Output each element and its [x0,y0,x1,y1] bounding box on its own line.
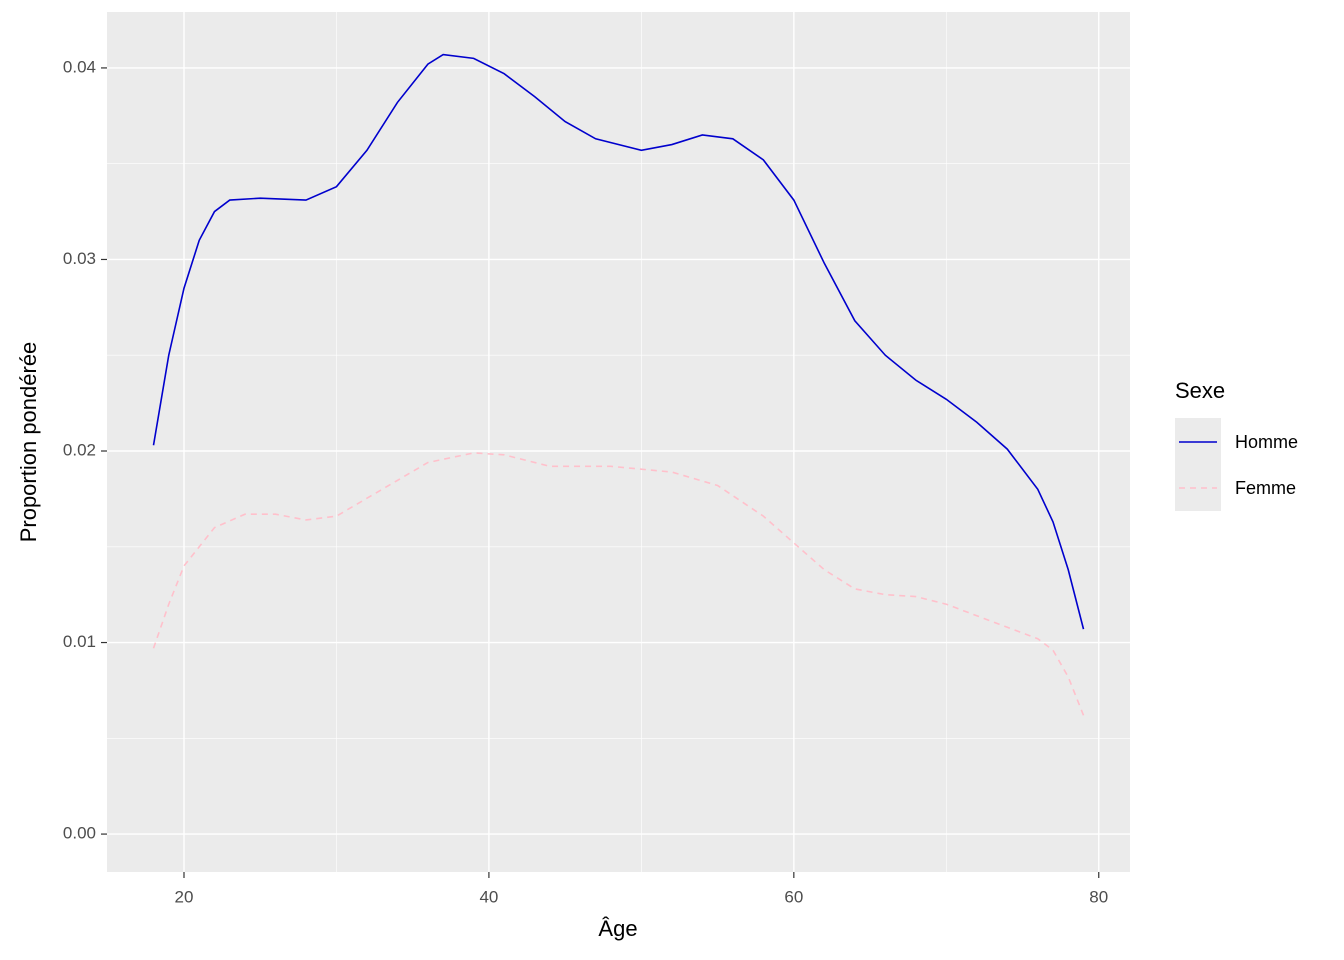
y-tick-label: 0.01 [63,632,96,651]
legend-label: Femme [1235,478,1296,498]
grid [107,12,1130,872]
y-tick-label: 0.04 [63,57,96,76]
data-line [152,452,1085,716]
y-tick-label: 0.03 [63,249,96,268]
x-tick-label: 40 [479,887,498,906]
data-line [152,53,1085,630]
y-tick-label: 0.00 [63,824,96,843]
legend-label: Homme [1235,432,1298,452]
y-tick-label: 0.02 [63,440,96,459]
x-tick-label: 60 [784,887,803,906]
x-axis-title: Âge [598,916,637,941]
y-axis-title: Proportion pondérée [16,342,41,543]
x-tick-label: 80 [1089,887,1108,906]
x-tick-label: 20 [175,887,194,906]
lines [152,53,1085,716]
legend-title: Sexe [1175,378,1225,403]
panel [107,12,1130,872]
legend-key-bg [1175,418,1221,511]
